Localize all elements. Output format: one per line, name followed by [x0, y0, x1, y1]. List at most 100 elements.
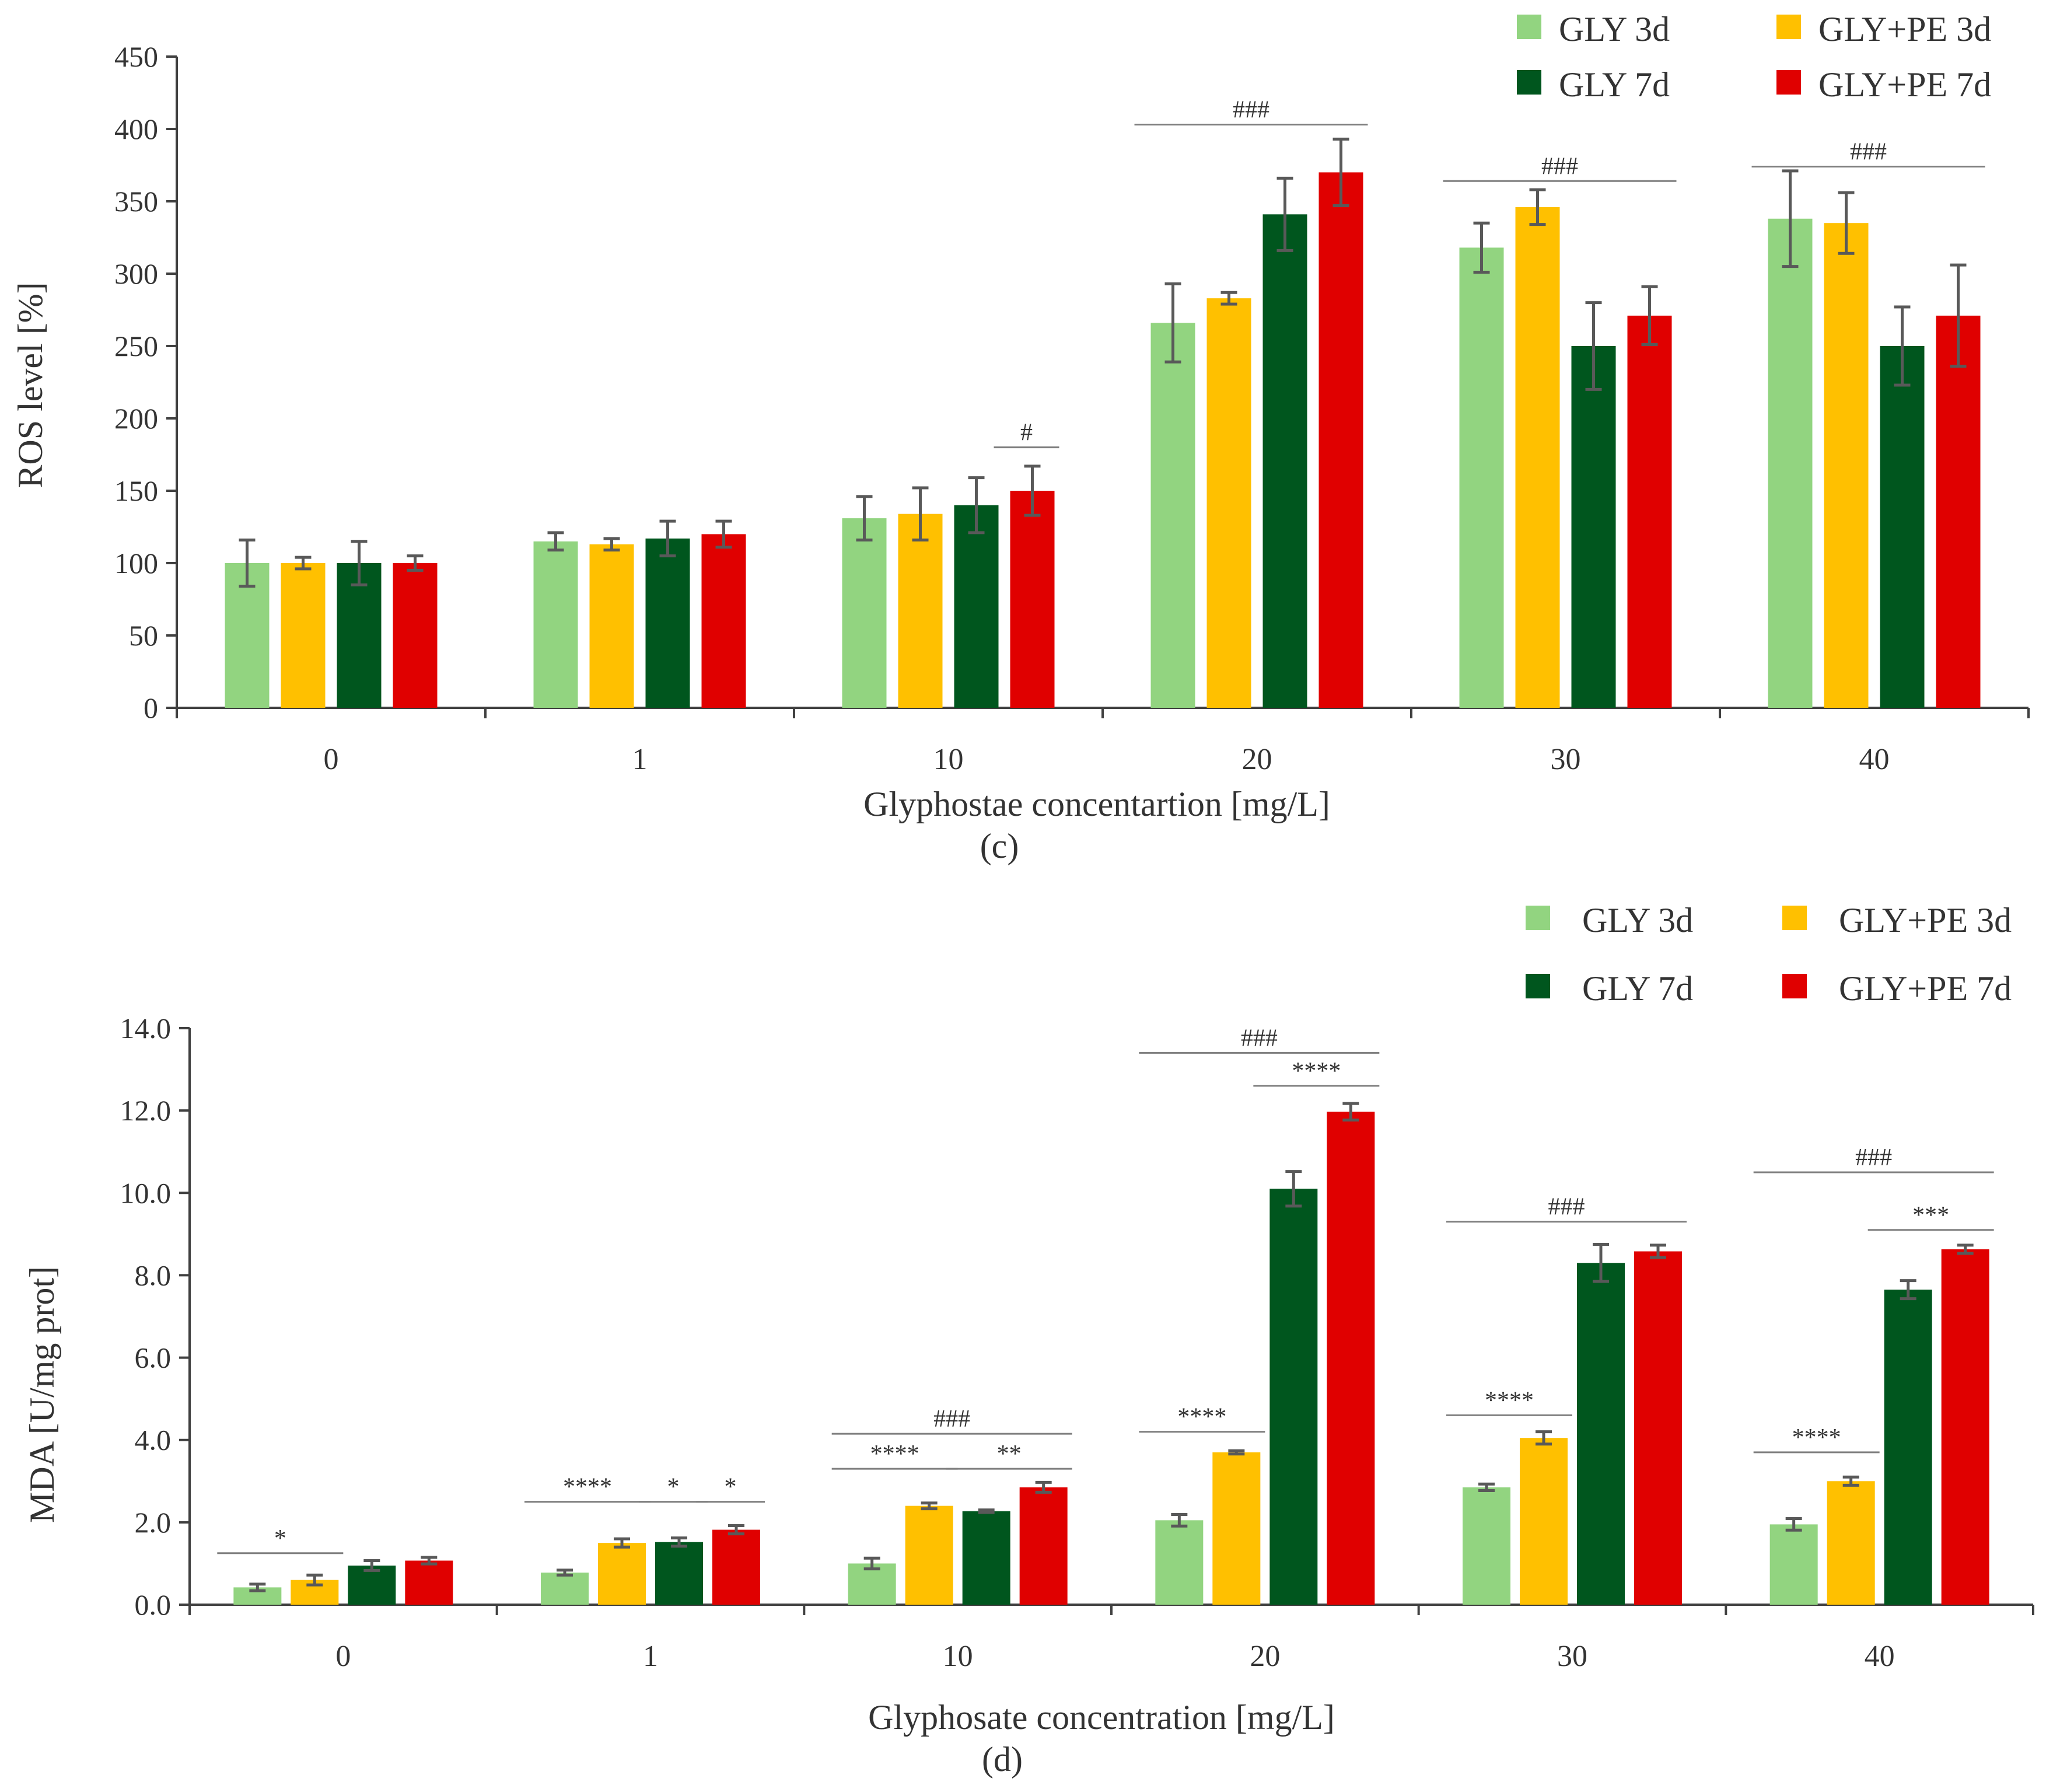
x-tick-label: 1	[643, 1640, 658, 1673]
bar-gly-3d-10	[842, 518, 887, 708]
legend-label-gly-pe-7d: GLY+PE 7d	[1818, 65, 1991, 104]
bar-gly-pe-3d-30	[1515, 207, 1560, 708]
y-tick-label: 50	[129, 619, 158, 652]
bar-gly-pe-3d-1	[598, 1543, 646, 1605]
bar-gly-3d-1	[533, 541, 578, 708]
significance-label: *	[725, 1474, 737, 1501]
significance-label: #	[1020, 420, 1033, 446]
significance-label: ###	[1233, 97, 1269, 124]
bar-gly-pe-7d-30	[1634, 1251, 1682, 1605]
bar-gly-3d-30	[1463, 1487, 1510, 1605]
x-tick-label: 0	[335, 1640, 351, 1673]
x-tick-label: 1	[632, 743, 648, 776]
y-tick-label: 14.0	[120, 1012, 172, 1045]
legend-swatch-gly-7d	[1526, 974, 1550, 998]
legend-swatch-gly-pe-3d	[1776, 15, 1801, 39]
bar-gly-pe-7d-40	[1936, 315, 1981, 708]
legend-label-gly-pe-3d: GLY+PE 3d	[1818, 10, 1991, 48]
x-tick-label: 10	[933, 743, 964, 776]
ros-panel-label: (c)	[980, 827, 1019, 865]
y-tick-label: 250	[114, 330, 158, 362]
y-tick-label: 0	[144, 691, 158, 724]
bar-gly-7d-10	[954, 505, 999, 708]
bar-gly-pe-7d-40	[1941, 1249, 1989, 1605]
legend-label-gly-pe-7d: GLY+PE 7d	[1839, 969, 2012, 1008]
y-tick-label: 6.0	[135, 1342, 172, 1374]
legend-label-gly-7d: GLY 7d	[1582, 969, 1693, 1008]
legend-swatch-gly-7d	[1517, 70, 1541, 95]
ros-chart: GLY 3d GLY+PE 3d GLY 7d GLY+PE 7d ROS le…	[11, 10, 2030, 865]
bar-gly-pe-3d-0	[281, 563, 326, 708]
bar-gly-3d-20	[1150, 323, 1195, 708]
significance-label: ###	[1548, 1194, 1585, 1221]
bar-gly-pe-7d-0	[405, 1560, 453, 1605]
bar-gly-7d-10	[962, 1511, 1010, 1605]
significance-label: ###	[1850, 138, 1887, 165]
y-tick-label: 400	[114, 113, 158, 145]
significance-label: ###	[1855, 1144, 1892, 1171]
mda-x-axis-label: Glyphosate concentration [mg/L]	[868, 1698, 1335, 1737]
y-tick-label: 4.0	[135, 1424, 172, 1456]
bar-gly-7d-0	[348, 1565, 396, 1605]
significance-label: *	[274, 1525, 286, 1552]
legend-swatch-gly-pe-7d	[1782, 974, 1807, 998]
bar-gly-3d-30	[1459, 247, 1504, 708]
ros-y-axis-label: ROS level [%]	[11, 282, 50, 488]
bar-gly-7d-1	[655, 1542, 703, 1605]
y-tick-label: 300	[114, 257, 158, 290]
bar-gly-pe-3d-40	[1827, 1481, 1875, 1605]
bar-gly-7d-0	[337, 563, 382, 708]
x-tick-label: 20	[1242, 743, 1272, 776]
significance-label: ###	[933, 1406, 970, 1433]
bar-gly-7d-20	[1269, 1189, 1318, 1605]
legend-label-gly-3d: GLY 3d	[1559, 10, 1670, 48]
bar-gly-pe-3d-20	[1206, 298, 1251, 708]
significance-label: *	[667, 1474, 680, 1501]
legend-swatch-gly-pe-3d	[1782, 906, 1807, 930]
y-tick-label: 0.0	[135, 1588, 172, 1621]
significance-label: ***	[1912, 1202, 1949, 1229]
y-tick-label: 350	[114, 185, 158, 218]
x-tick-label: 0	[324, 743, 339, 776]
bar-gly-pe-7d-1	[701, 534, 746, 708]
mda-y-axis-label: MDA [U/mg prot]	[23, 1266, 61, 1523]
bar-gly-pe-7d-0	[393, 563, 438, 708]
x-tick-label: 30	[1551, 743, 1581, 776]
y-tick-label: 2.0	[135, 1506, 172, 1539]
bar-gly-7d-30	[1577, 1263, 1625, 1605]
bar-gly-7d-40	[1880, 346, 1925, 708]
legend-label-gly-7d: GLY 7d	[1559, 65, 1670, 104]
significance-label: ****	[1485, 1387, 1534, 1414]
x-tick-label: 10	[943, 1640, 973, 1673]
bar-gly-3d-40	[1769, 1524, 1818, 1605]
bar-gly-pe-3d-10	[905, 1505, 953, 1605]
bar-gly-pe-3d-40	[1824, 223, 1869, 708]
ros-x-axis-label: Glyphostae concentartion [mg/L]	[863, 785, 1330, 823]
significance-label: ****	[1177, 1404, 1226, 1431]
y-tick-label: 450	[114, 40, 158, 73]
bar-gly-pe-3d-10	[898, 514, 943, 708]
bar-gly-3d-40	[1768, 218, 1813, 708]
y-tick-label: 200	[114, 402, 158, 435]
y-tick-label: 100	[114, 547, 158, 579]
bar-gly-pe-7d-10	[1019, 1487, 1068, 1605]
x-tick-label: 30	[1557, 1640, 1587, 1673]
mda-panel-label: (d)	[982, 1740, 1023, 1779]
bar-gly-pe-3d-1	[589, 544, 634, 708]
x-tick-label: 40	[1859, 743, 1890, 776]
legend-label-gly-pe-3d: GLY+PE 3d	[1839, 901, 2012, 939]
bar-gly-3d-1	[541, 1572, 589, 1605]
bar-gly-pe-3d-20	[1212, 1452, 1261, 1605]
significance-label: ****	[870, 1441, 919, 1468]
significance-label: **	[997, 1441, 1022, 1468]
bar-gly-7d-20	[1262, 214, 1307, 708]
y-tick-label: 150	[114, 474, 158, 507]
legend-swatch-gly-3d	[1526, 906, 1550, 930]
bar-gly-pe-7d-1	[712, 1529, 760, 1605]
bar-gly-pe-7d-30	[1627, 315, 1672, 708]
bar-gly-pe-7d-10	[1010, 491, 1055, 708]
x-tick-label: 40	[1865, 1640, 1895, 1673]
bar-gly-7d-1	[645, 538, 690, 708]
legend-swatch-gly-pe-7d	[1776, 70, 1801, 95]
